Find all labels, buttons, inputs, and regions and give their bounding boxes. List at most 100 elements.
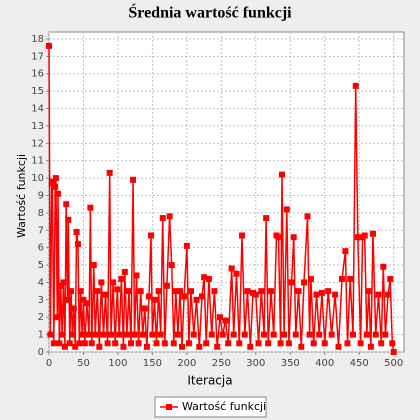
data-point [275, 234, 282, 241]
data-point [349, 331, 356, 338]
y-tick-label: 2 [38, 312, 44, 323]
data-point [137, 288, 144, 295]
data-point [313, 291, 320, 298]
data-point [216, 314, 223, 321]
data-point [241, 331, 248, 338]
data-point [347, 275, 354, 282]
data-point [354, 234, 361, 241]
chart-title: Średnia wartość funkcji [128, 3, 292, 22]
data-point [121, 269, 128, 275]
data-point [104, 340, 111, 347]
data-point [61, 343, 68, 350]
data-point [255, 340, 262, 347]
data-point [199, 293, 206, 300]
data-point [166, 213, 173, 220]
data-point [163, 282, 170, 289]
data-point [172, 288, 179, 295]
data-point [141, 305, 148, 312]
data-point [372, 331, 379, 338]
data-point [54, 190, 61, 197]
y-tick-label: 15 [31, 86, 44, 97]
data-point [68, 288, 75, 295]
data-point [65, 216, 72, 223]
y-tick-label: 8 [38, 208, 44, 219]
data-point [283, 206, 290, 213]
data-point [357, 340, 364, 347]
y-tick-label: 7 [38, 225, 44, 236]
data-point [112, 340, 119, 347]
y-tick-label: 14 [31, 104, 44, 115]
data-point [131, 331, 138, 338]
data-point [81, 340, 88, 347]
y-tick-label: 9 [38, 190, 44, 201]
data-point [116, 331, 123, 338]
data-point [125, 288, 132, 295]
data-point [332, 291, 339, 298]
data-point [88, 340, 95, 347]
x-tick-label: 450 [350, 358, 369, 369]
data-point [385, 291, 392, 298]
y-tick-label: 13 [31, 121, 44, 132]
data-point [328, 331, 335, 338]
data-point [367, 343, 374, 350]
data-point [363, 331, 370, 338]
data-point [90, 262, 97, 269]
data-point [133, 272, 140, 279]
y-tick-label: 6 [38, 243, 44, 254]
y-tick-label: 12 [31, 138, 44, 149]
data-point [298, 343, 305, 350]
data-point [151, 296, 158, 303]
data-point [145, 293, 152, 300]
data-point [190, 331, 197, 338]
data-point [277, 340, 284, 347]
data-point [361, 232, 368, 239]
data-point [261, 331, 268, 338]
data-point [338, 275, 345, 282]
data-point [80, 296, 87, 303]
x-tick-label: 400 [315, 358, 334, 369]
data-point [335, 343, 342, 350]
data-point [389, 340, 396, 347]
data-point [159, 215, 166, 222]
data-point [74, 241, 81, 248]
data-point [135, 340, 142, 347]
data-point [252, 291, 259, 298]
data-point [170, 340, 177, 347]
data-point [267, 288, 274, 295]
data-point [52, 175, 59, 182]
data-point [69, 331, 76, 338]
y-tick-label: 17 [31, 51, 44, 62]
y-tick-label: 11 [31, 156, 44, 167]
y-tick-label: 4 [38, 277, 44, 288]
data-point [230, 331, 237, 338]
data-point [181, 293, 188, 300]
data-point [123, 331, 130, 338]
data-point [290, 234, 297, 241]
data-point [92, 331, 99, 338]
data-point [79, 331, 86, 338]
data-point [295, 288, 302, 295]
data-point [201, 274, 208, 281]
y-tick-label: 18 [31, 34, 44, 45]
data-point [390, 349, 397, 355]
data-point [174, 331, 181, 338]
data-point [77, 288, 84, 295]
data-point [211, 288, 218, 295]
data-point [292, 331, 299, 338]
data-point [179, 343, 186, 350]
data-point [139, 331, 146, 338]
data-point [321, 340, 328, 347]
data-point [375, 291, 382, 298]
y-tick-label: 3 [38, 295, 44, 306]
data-point [130, 176, 137, 183]
y-tick-label: 5 [38, 260, 44, 271]
x-tick-label: 250 [212, 358, 231, 369]
data-point [278, 171, 285, 178]
data-point [318, 289, 325, 296]
data-point [50, 340, 57, 347]
data-point [94, 288, 101, 295]
data-point [265, 340, 272, 347]
data-point [342, 248, 349, 255]
data-point [239, 232, 246, 239]
